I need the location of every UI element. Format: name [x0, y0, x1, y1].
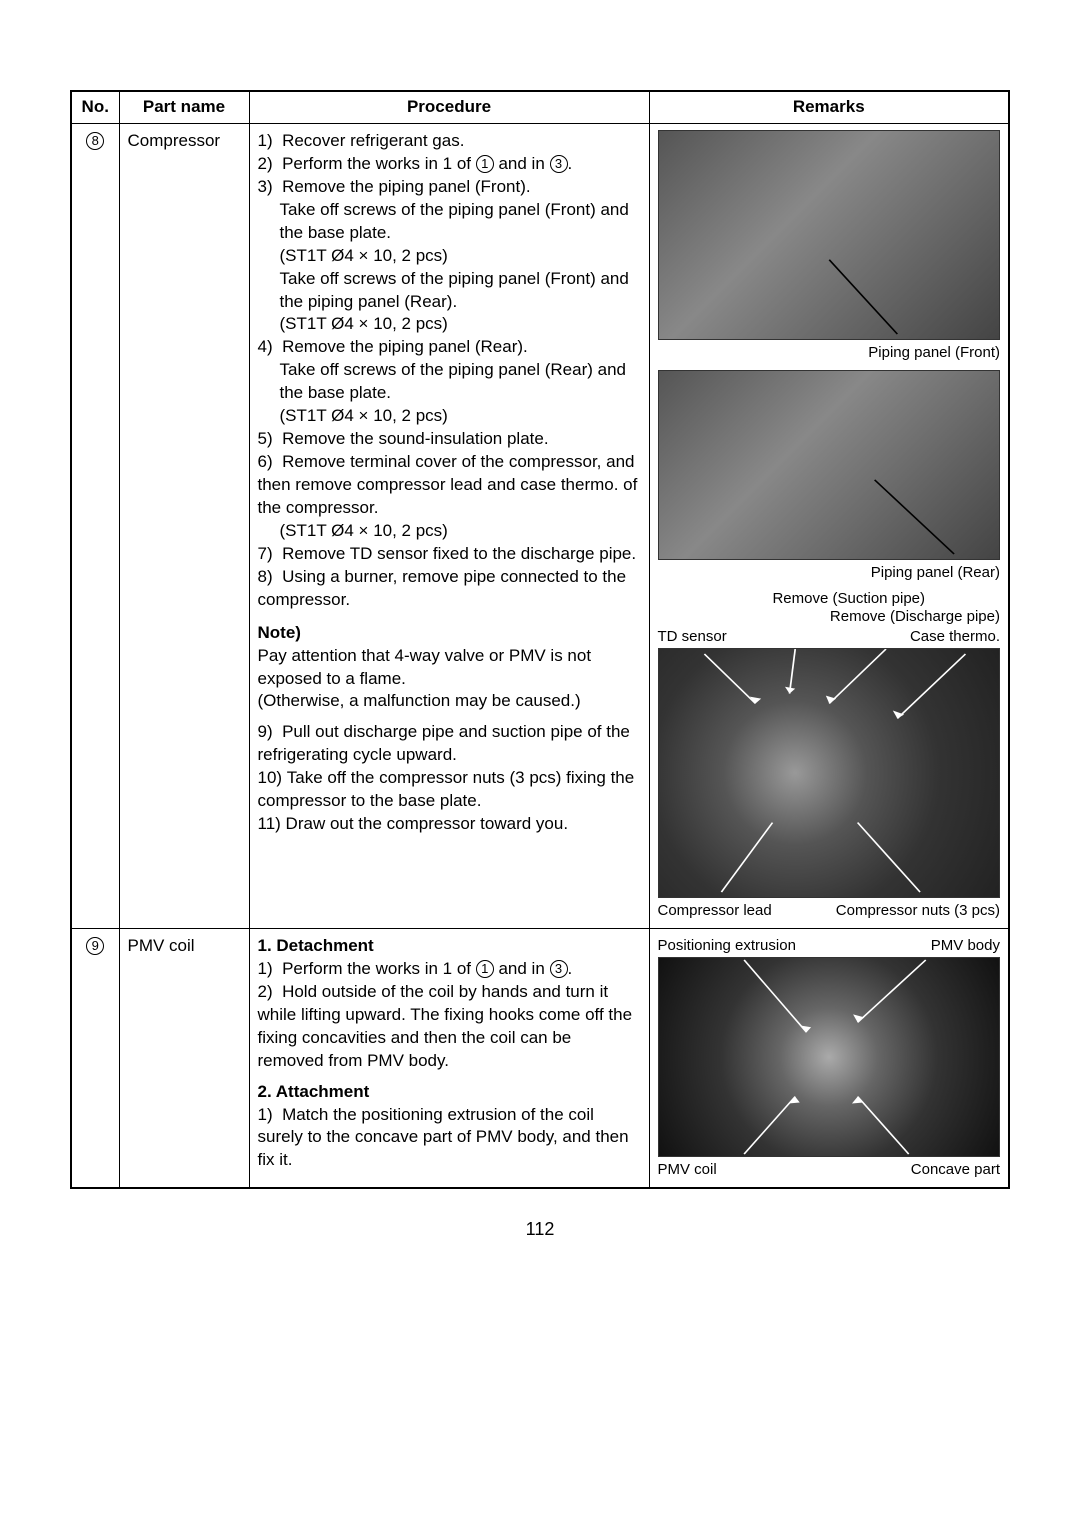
callout-comp-lead: Compressor lead: [658, 902, 772, 920]
proc-step: Remove the piping panel (Front).: [282, 177, 531, 196]
page-number: 112: [70, 1219, 1010, 1240]
table-row: 9 PMV coil 1. Detachment 1) Perform the …: [71, 928, 1009, 1188]
attachment-heading: 2. Attachment: [258, 1081, 641, 1104]
photo-piping-front: [658, 130, 1001, 340]
proc-step: .: [568, 154, 573, 173]
row8-part: Compressor: [119, 123, 249, 928]
row8-remarks: Piping panel (Front) Piping panel (Rear)…: [649, 123, 1009, 928]
header-rem: Remarks: [649, 91, 1009, 123]
callout-remove-suction: Remove (Suction pipe): [658, 590, 1001, 608]
header-proc: Procedure: [249, 91, 649, 123]
row9-part: PMV coil: [119, 928, 249, 1188]
proc-step: .: [568, 959, 573, 978]
circled-8-icon: 8: [86, 132, 104, 150]
callout-pos-extrusion: Positioning extrusion: [658, 937, 796, 955]
callout-pmv-body: PMV body: [931, 937, 1000, 955]
row9-no: 9: [71, 928, 119, 1188]
proc-step: Remove the sound-insulation plate.: [282, 429, 549, 448]
proc-substep: Take off screws of the piping panel (Fro…: [280, 268, 641, 314]
proc-substep: Take off screws of the piping panel (Rea…: [280, 359, 641, 405]
note-text: Pay attention that 4-way valve or PMV is…: [258, 645, 641, 691]
proc-substep: (ST1T Ø4 × 10, 2 pcs): [280, 245, 641, 268]
page-container: No. Part name Procedure Remarks 8 Compre…: [0, 0, 1080, 1280]
proc-step: and in: [494, 154, 550, 173]
callout-remove-discharge: Remove (Discharge pipe): [658, 608, 1001, 626]
photo-pmv: [658, 957, 1001, 1157]
note-text: (Otherwise, a malfunction may be caused.…: [258, 690, 641, 713]
photo-piping-rear: [658, 370, 1001, 560]
circled-3-icon: 3: [550, 155, 568, 173]
proc-step: Using a burner, remove pipe connected to…: [258, 567, 627, 609]
row9-procedure: 1. Detachment 1) Perform the works in 1 …: [249, 928, 649, 1188]
header-no: No.: [71, 91, 119, 123]
note-heading: Note): [258, 622, 641, 645]
leader-lines-icon: [659, 958, 1000, 1156]
proc-substep: Take off screws of the piping panel (Fro…: [280, 199, 641, 245]
proc-step: Match the positioning extrusion of the c…: [258, 1105, 629, 1170]
callout-comp-nuts: Compressor nuts (3 pcs): [836, 902, 1000, 920]
row9-remarks: Positioning extrusion PMV body: [649, 928, 1009, 1188]
proc-step: Take off the compressor nuts (3 pcs) fix…: [258, 768, 635, 810]
proc-step: Remove terminal cover of the compressor,…: [258, 452, 638, 517]
photo-compressor: [658, 648, 1001, 898]
proc-step: Hold outside of the coil by hands and tu…: [258, 982, 633, 1070]
circled-3-icon: 3: [550, 960, 568, 978]
proc-step: Remove the piping panel (Rear).: [282, 337, 528, 356]
callout-concave: Concave part: [911, 1161, 1000, 1179]
leader-lines-icon: [659, 371, 1000, 559]
proc-step: and in: [494, 959, 550, 978]
proc-substep: (ST1T Ø4 × 10, 2 pcs): [280, 405, 641, 428]
proc-substep: (ST1T Ø4 × 10, 2 pcs): [280, 313, 641, 336]
callout-td-sensor: TD sensor: [658, 628, 727, 646]
proc-substep: (ST1T Ø4 × 10, 2 pcs): [280, 520, 641, 543]
callout-piping-rear: Piping panel (Rear): [658, 564, 1001, 582]
callout-pmv-coil: PMV coil: [658, 1161, 717, 1179]
table-row: 8 Compressor 1) Recover refrigerant gas.…: [71, 123, 1009, 928]
proc-step: Recover refrigerant gas.: [282, 131, 464, 150]
circled-1-icon: 1: [476, 960, 494, 978]
proc-step: Perform the works in 1 of: [282, 154, 476, 173]
callout-piping-front: Piping panel (Front): [658, 344, 1001, 362]
row8-no: 8: [71, 123, 119, 928]
header-part: Part name: [119, 91, 249, 123]
callout-case-thermo: Case thermo.: [910, 628, 1000, 646]
leader-lines-icon: [659, 131, 1000, 339]
procedure-table: No. Part name Procedure Remarks 8 Compre…: [70, 90, 1010, 1189]
proc-step: Perform the works in 1 of: [282, 959, 476, 978]
circled-1-icon: 1: [476, 155, 494, 173]
leader-lines-icon: [659, 649, 1000, 897]
proc-step: Draw out the compressor toward you.: [286, 814, 569, 833]
circled-9-icon: 9: [86, 937, 104, 955]
proc-step: Remove TD sensor fixed to the discharge …: [282, 544, 636, 563]
proc-step: Pull out discharge pipe and suction pipe…: [258, 722, 630, 764]
detachment-heading: 1. Detachment: [258, 935, 641, 958]
table-header-row: No. Part name Procedure Remarks: [71, 91, 1009, 123]
row8-procedure: 1) Recover refrigerant gas. 2) Perform t…: [249, 123, 649, 928]
